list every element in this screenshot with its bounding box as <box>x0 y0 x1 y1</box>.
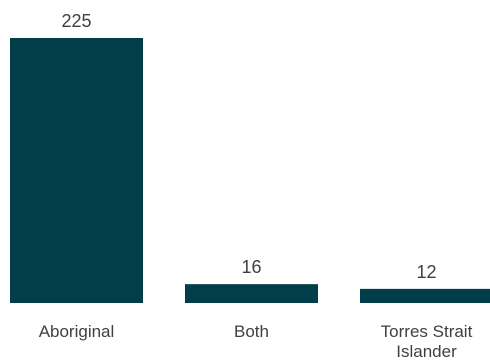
bar-torres-strait-islander <box>360 288 490 303</box>
value-labels-layer: 225 16 12 <box>61 11 436 282</box>
data-label: 225 <box>61 11 91 31</box>
bar-both <box>185 284 318 303</box>
category-label-line: Both <box>234 322 269 341</box>
category-label: Torres Strait Islander <box>381 322 473 361</box>
category-label-line: Islander <box>396 342 457 361</box>
category-labels-layer: Aboriginal Both Torres Strait Islander <box>39 322 473 361</box>
data-label: 16 <box>241 257 261 277</box>
bars-layer <box>10 38 490 303</box>
category-label: Aboriginal <box>39 322 115 341</box>
category-label-line: Torres Strait <box>381 322 473 341</box>
category-label: Both <box>234 322 269 341</box>
data-label: 12 <box>416 262 436 282</box>
bar-aboriginal <box>10 38 143 303</box>
category-label-line: Aboriginal <box>39 322 115 341</box>
